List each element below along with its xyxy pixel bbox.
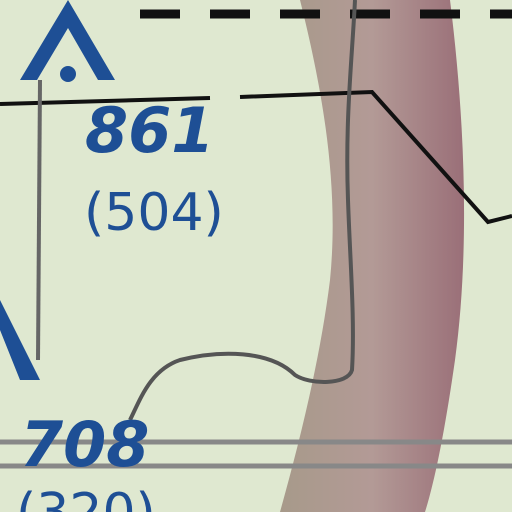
obstruction-dot (60, 66, 76, 82)
obstruction-symbol (20, 0, 115, 80)
highway (0, 439, 512, 469)
agl-label: (504) (84, 183, 224, 243)
contour-road (128, 0, 357, 421)
elevation-label: 708 (20, 408, 149, 481)
road (36, 79, 42, 361)
obstruction-symbol (0, 300, 40, 380)
elevation-label: 861 (85, 94, 214, 167)
agl-label: (320) (16, 483, 156, 512)
power-line (0, 89, 512, 225)
terrain-band (280, 0, 465, 512)
